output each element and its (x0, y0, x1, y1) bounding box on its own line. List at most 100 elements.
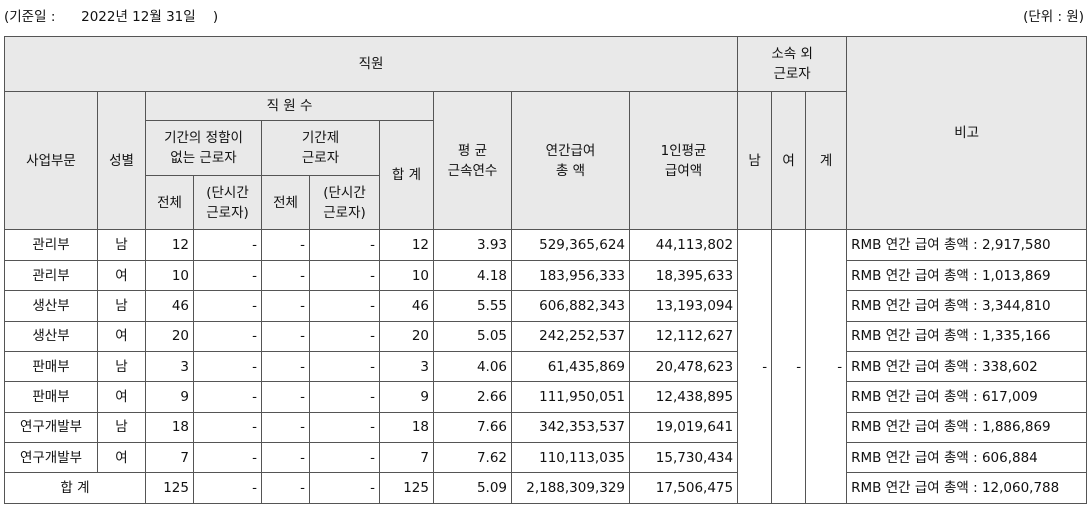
cell-total: 3 (379, 350, 434, 383)
table-row: 판매부 남 3 - - - 3 4.06 61,435,869 20,478,6… (4, 350, 1088, 383)
cell-remark: RMB 연간 급여 총액 : 617,009 (846, 381, 1088, 413)
header-na-male: 남 (737, 90, 773, 231)
cell-avg-pay: 18,395,633 (628, 259, 739, 292)
cell-total: 12 (379, 229, 434, 261)
cell-perm-all: 18 (145, 411, 194, 444)
cell-fixed-part: - (309, 350, 380, 383)
cell-division: 판매부 (4, 350, 98, 383)
cell-perm-part: - (193, 472, 262, 504)
cell-perm-all: 7 (145, 442, 194, 474)
cell-fixed-part: - (309, 320, 380, 352)
table-row: 생산부 여 20 - - - 20 5.05 242,252,537 12,11… (4, 320, 1088, 352)
cell-avg-pay: 12,112,627 (628, 320, 739, 352)
header-avg-tenure: 평 균 근속연수 (433, 90, 512, 231)
header-avg-pay-line2: 급여액 (664, 162, 703, 179)
cell-total: 7 (379, 442, 434, 474)
table-row: 관리부 여 10 - - - 10 4.18 183,956,333 18,39… (4, 259, 1088, 292)
cell-avg-pay: 20,478,623 (628, 350, 739, 383)
header-permanent-part-time-line1: (단시간 (206, 184, 249, 201)
cell-division: 관리부 (4, 229, 98, 261)
cell-avg-pay: 15,730,434 (628, 442, 739, 474)
cell-remark: RMB 연간 급여 총액 : 338,602 (846, 350, 1088, 383)
cell-fixed-all: - (261, 472, 310, 504)
employee-status-table: 직원 소속 외 근로자 비고 사업부문 성별 직 원 수 평 균 근속연수 연간… (3, 35, 1088, 504)
header-remarks: 비고 (846, 35, 1088, 231)
cell-perm-all: 20 (145, 320, 194, 352)
header-non-affiliated-line2: 근로자 (773, 65, 811, 82)
header-permanent-all: 전체 (145, 174, 194, 231)
cell-remark: RMB 연간 급여 총액 : 606,884 (846, 442, 1088, 474)
header-permanent-line1: 기간의 정함이 (164, 129, 243, 146)
cell-fixed-part: - (309, 259, 380, 292)
cell-division: 연구개발부 (4, 442, 98, 474)
cell-tenure: 4.06 (433, 350, 512, 383)
cell-perm-part: - (193, 411, 262, 444)
cell-total-pay: 342,353,537 (511, 411, 630, 444)
cell-tenure: 5.05 (433, 320, 512, 352)
cell-avg-pay: 19,019,641 (628, 411, 739, 444)
cell-gender: 여 (97, 381, 146, 413)
cell-division: 관리부 (4, 259, 98, 292)
cell-total-pay: 61,435,869 (511, 350, 630, 383)
cell-gender: 남 (97, 350, 146, 383)
cell-total-pay: 2,188,309,329 (511, 472, 630, 504)
table-row: 연구개발부 여 7 - - - 7 7.62 110,113,035 15,73… (4, 442, 1088, 474)
cell-fixed-all: - (261, 350, 310, 383)
header-employees: 직원 (3, 36, 739, 92)
header-fixed-all: 전체 (261, 174, 310, 231)
cell-gender: 남 (97, 411, 146, 444)
cell-fixed-all: - (261, 381, 310, 413)
cell-perm-part: - (193, 290, 262, 322)
cell-perm-all: 9 (145, 381, 194, 413)
cell-tenure: 7.66 (433, 411, 512, 444)
cell-remark: RMB 연간 급여 총액 : 1,013,869 (846, 259, 1088, 292)
cell-perm-all: 3 (145, 350, 194, 383)
cell-division: 연구개발부 (4, 411, 98, 444)
cell-division: 생산부 (4, 290, 98, 322)
cell-gender: 여 (97, 442, 146, 474)
cell-fixed-part: - (309, 472, 380, 504)
header-fixed-part-time-line2: 근로자) (323, 204, 366, 221)
cell-na-total: - (805, 229, 848, 504)
cell-avg-pay: 17,506,475 (628, 472, 739, 504)
cell-remark: RMB 연간 급여 총액 : 2,917,580 (846, 229, 1088, 261)
cell-gender: 남 (97, 290, 146, 322)
cell-remark: RMB 연간 급여 총액 : 1,886,869 (846, 411, 1088, 444)
table-row: 생산부 남 46 - - - 46 5.55 606,882,343 13,19… (4, 290, 1088, 322)
cell-total-pay: 110,113,035 (511, 442, 630, 474)
cell-perm-part: - (193, 442, 262, 474)
base-date-label: (기준일 : 2022년 12월 31일 ) (4, 9, 219, 25)
header-non-affiliated: 소속 외 근로자 (737, 36, 848, 92)
cell-perm-part: - (193, 381, 262, 413)
header-total-pay-line2: 총 액 (555, 162, 586, 179)
header-permanent-part-time: (단시간 근로자) (193, 174, 262, 231)
cell-gender: 남 (97, 229, 146, 261)
header-permanent-part-time-line2: 근로자) (206, 204, 249, 221)
header-avg-tenure-line2: 근속연수 (447, 162, 498, 179)
cell-tenure: 2.66 (433, 381, 512, 413)
header-gender: 성별 (97, 90, 146, 231)
cell-fixed-all: - (261, 320, 310, 352)
header-avg-pay: 1인평균 급여액 (628, 90, 739, 231)
cell-total: 18 (379, 411, 434, 444)
cell-fixed-part: - (309, 229, 380, 261)
table-row: 판매부 여 9 - - - 9 2.66 111,950,051 12,438,… (4, 381, 1088, 413)
cell-total: 125 (379, 472, 434, 504)
cell-total: 20 (379, 320, 434, 352)
header-non-affiliated-line1: 소속 외 (771, 45, 813, 62)
cell-total-label: 합 계 (4, 472, 146, 504)
cell-division: 생산부 (4, 320, 98, 352)
cell-perm-part: - (193, 320, 262, 352)
cell-tenure: 3.93 (433, 229, 512, 261)
header-avg-pay-line1: 1인평균 (660, 142, 707, 159)
cell-gender: 여 (97, 259, 146, 292)
header-fixed-term: 기간제 근로자 (261, 120, 380, 176)
cell-fixed-all: - (261, 259, 310, 292)
cell-fixed-part: - (309, 411, 380, 444)
cell-division: 판매부 (4, 381, 98, 413)
header-headcount: 직 원 수 (145, 90, 434, 122)
cell-perm-all: 10 (145, 259, 194, 292)
header-total-pay: 연간급여 총 액 (511, 90, 630, 231)
cell-total-pay: 183,956,333 (511, 259, 630, 292)
cell-fixed-part: - (309, 442, 380, 474)
